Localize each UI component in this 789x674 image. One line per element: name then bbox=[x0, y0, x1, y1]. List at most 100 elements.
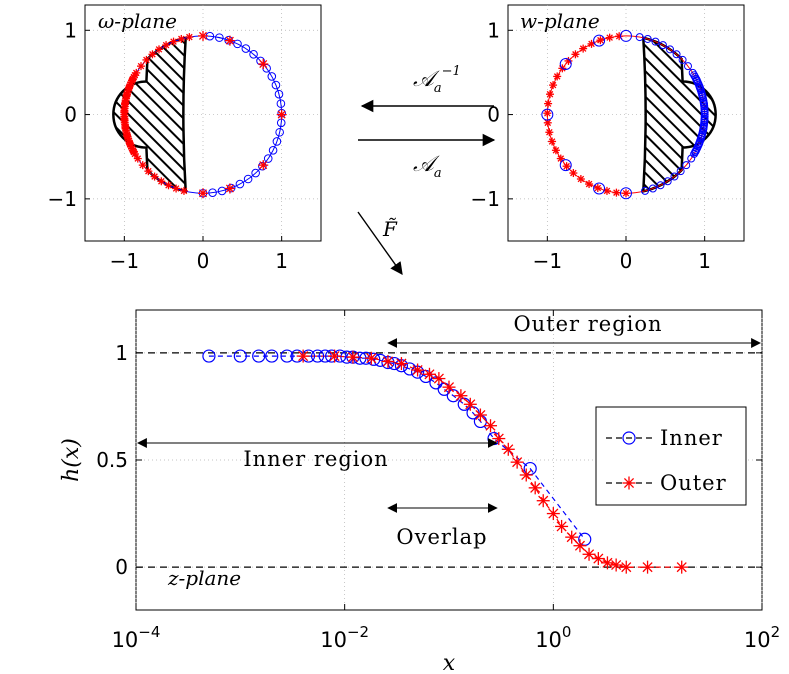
outer-series-point bbox=[298, 351, 309, 362]
outer-series-point bbox=[566, 532, 577, 543]
outer-series-point bbox=[465, 399, 476, 410]
inner-series-point bbox=[252, 349, 266, 363]
outer-series-point bbox=[521, 469, 532, 481]
legend-outer-label: Outer bbox=[660, 471, 727, 495]
omega-outer-marker bbox=[225, 184, 234, 193]
omega-outer-marker bbox=[259, 60, 268, 69]
z-xtick-label: 10−4 bbox=[112, 623, 161, 652]
w-outer-marker bbox=[585, 180, 593, 188]
w-outer-marker bbox=[552, 146, 560, 154]
omega-xtick-label: −1 bbox=[110, 249, 139, 273]
outer-series-point bbox=[329, 351, 340, 362]
w-ytick-label: −1 bbox=[471, 187, 500, 211]
w-outer-marker bbox=[548, 138, 556, 145]
omega-inner-marker bbox=[276, 99, 286, 108]
w-ytick-label: 0 bbox=[487, 103, 500, 127]
z-xtick-label: 102 bbox=[744, 623, 780, 652]
w-inner-dense-marker bbox=[690, 149, 699, 158]
omega-inner-marker bbox=[275, 127, 284, 137]
omega-outer-cluster-marker bbox=[155, 46, 163, 53]
omega-outer-marker bbox=[199, 31, 207, 40]
w-outer-marker bbox=[577, 175, 585, 183]
omega-outer-cluster-marker bbox=[186, 33, 193, 41]
legend-outer-marker bbox=[623, 477, 635, 489]
outer-series-point bbox=[530, 482, 541, 493]
omega-outer-cluster-marker bbox=[145, 167, 152, 175]
w-inner-cluster-marker bbox=[676, 167, 685, 176]
outer-series-point bbox=[512, 457, 523, 468]
omega-outer-cluster-marker bbox=[134, 155, 142, 162]
outer-series-point bbox=[412, 364, 423, 376]
omega-inner-marker bbox=[271, 80, 281, 90]
inner-series-point bbox=[280, 349, 294, 363]
w-inner-dense-marker bbox=[700, 110, 709, 119]
w-inner-cluster-marker bbox=[635, 33, 644, 42]
w-outer-marker bbox=[549, 81, 557, 89]
w-plane-label: w-plane bbox=[520, 9, 600, 33]
outer-series-point bbox=[443, 382, 455, 393]
z-plane-ticks: 10−4 10−2 100 102 0 0.5 1 x h(x) bbox=[59, 310, 780, 674]
omega-outer-cluster-marker bbox=[139, 161, 147, 169]
w-outer-marker bbox=[603, 187, 611, 195]
omega-ytick-label: −1 bbox=[48, 187, 77, 211]
w-outer-marker bbox=[579, 45, 587, 52]
inner-series-point bbox=[367, 352, 381, 366]
outer-series-point bbox=[548, 508, 559, 519]
w-outer-marker bbox=[563, 162, 570, 170]
w-inner-dense-marker bbox=[691, 148, 700, 157]
w-inner-cluster-marker bbox=[682, 161, 691, 170]
z-ytick-label: 0.5 bbox=[96, 448, 128, 472]
omega-outer-cluster-marker bbox=[172, 185, 180, 192]
z-plane-content bbox=[136, 349, 762, 574]
w-inner-cluster-marker bbox=[648, 184, 657, 193]
legend-inner-marker bbox=[622, 431, 636, 445]
w-inner-marker bbox=[559, 58, 572, 71]
outer-series-point bbox=[366, 353, 377, 364]
outer-series-point bbox=[611, 559, 622, 571]
w-inner-cluster-marker bbox=[643, 34, 652, 43]
outer-series-point bbox=[424, 369, 435, 380]
omega-outer-dense-marker bbox=[131, 150, 139, 158]
omega-inner-marker bbox=[235, 179, 245, 189]
w-outer-marker bbox=[594, 184, 602, 192]
omega-inner-marker bbox=[258, 161, 267, 171]
w-outer-marker bbox=[597, 36, 604, 44]
omega-inner-marker bbox=[243, 174, 253, 184]
outer-series-point bbox=[455, 390, 466, 401]
w-inner-marker bbox=[593, 34, 606, 47]
forward-map-label: 𝒜a bbox=[413, 152, 442, 181]
omega-plane-content bbox=[85, 5, 321, 241]
w-inner-cluster-marker bbox=[683, 62, 692, 71]
outer-series-point bbox=[593, 553, 604, 564]
w-outer-marker bbox=[544, 119, 552, 127]
w-inner-cluster-marker bbox=[656, 181, 665, 190]
inner-series-point bbox=[265, 349, 279, 363]
omega-outer-cluster-marker bbox=[162, 41, 170, 49]
omega-plane-ticks: −1 0 1 −1 0 1 bbox=[48, 18, 289, 273]
omega-plane-panel: ω-plane −1 0 1 −1 0 1 bbox=[48, 4, 322, 273]
omega-outer-marker bbox=[199, 189, 207, 198]
w-xtick-label: 1 bbox=[698, 249, 711, 273]
w-outer-marker bbox=[553, 73, 561, 80]
omega-inner-marker bbox=[268, 145, 278, 155]
w-inner-cluster-marker bbox=[665, 45, 674, 54]
w-inner-cluster-marker bbox=[651, 37, 660, 46]
omega-outer-cluster-marker bbox=[165, 181, 172, 189]
outer-series-point bbox=[538, 495, 549, 506]
omega-outer-marker bbox=[225, 36, 234, 45]
w-inner-cluster-marker bbox=[641, 186, 650, 195]
z-plane-annotations: Outer region Inner region Overlap z-plane bbox=[137, 312, 761, 590]
w-inner-marker bbox=[559, 159, 572, 172]
z-xtick-label: 100 bbox=[535, 623, 571, 652]
w-outer-marker bbox=[565, 57, 572, 65]
omega-inner-marker bbox=[256, 56, 265, 66]
inner-series-point bbox=[310, 349, 325, 363]
outer-series-point bbox=[602, 557, 613, 568]
w-xtick-label: −1 bbox=[533, 249, 562, 273]
legend: Inner Outer bbox=[595, 406, 747, 506]
omega-inner-marker bbox=[274, 89, 284, 99]
w-outer-marker bbox=[572, 51, 579, 58]
w-inner-marker bbox=[620, 29, 632, 42]
omega-outer-cluster-marker bbox=[158, 177, 165, 185]
